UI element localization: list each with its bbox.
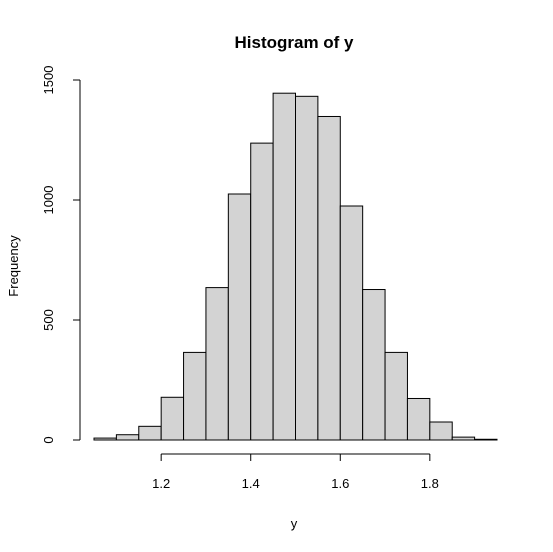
- x-tick-label-1: 1.4: [242, 476, 260, 491]
- histogram-bar-5: [205, 287, 229, 441]
- y-tick-label-2: 1000: [41, 186, 56, 215]
- y-tick-label-1: 500: [41, 309, 56, 331]
- histogram-bar-0: [93, 437, 117, 441]
- x-tick-label-3: 1.8: [421, 476, 439, 491]
- histogram-bar-3: [160, 396, 185, 441]
- histogram-bar-2: [138, 425, 162, 441]
- histogram-bar-7: [250, 142, 274, 441]
- histogram-bar-11: [339, 205, 364, 441]
- y-axis-label: Frequency: [6, 235, 21, 297]
- x-axis-label: y: [291, 516, 298, 531]
- y-tick-label-0: 0: [41, 436, 56, 443]
- x-tick-label-2: 1.6: [331, 476, 349, 491]
- bars-group: [93, 92, 498, 441]
- y-tick-label-3: 1500: [41, 66, 56, 95]
- chart-title: Histogram of y: [234, 33, 354, 52]
- histogram-bar-6: [227, 193, 252, 441]
- histogram-bar-13: [384, 351, 408, 441]
- x-tick-label-0: 1.2: [152, 476, 170, 491]
- histogram-bar-9: [295, 95, 319, 441]
- histogram-bar-12: [362, 289, 386, 441]
- y-ticks-group: 0 500 1000 1500: [41, 66, 80, 444]
- histogram-bar-17: [474, 438, 498, 441]
- x-ticks-group: 1.2 1.4 1.6 1.8: [152, 454, 439, 491]
- histogram-bar-15: [429, 421, 453, 441]
- histogram-bar-8: [272, 92, 296, 441]
- histogram-bar-4: [183, 351, 207, 441]
- histogram-bar-1: [115, 434, 140, 441]
- histogram-bar-16: [451, 436, 476, 441]
- histogram-bar-10: [317, 115, 341, 441]
- histogram-bar-14: [406, 397, 431, 441]
